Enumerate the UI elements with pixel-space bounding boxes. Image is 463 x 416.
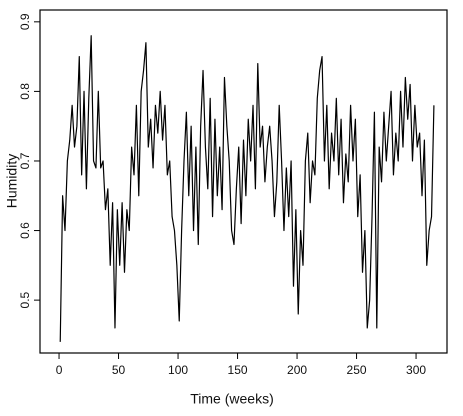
x-tick-label: 300	[406, 363, 426, 377]
y-tick-label: 0.8	[18, 83, 32, 100]
y-tick-label: 0.5	[18, 291, 32, 308]
y-axis-title: Humidity	[4, 154, 20, 208]
line-series	[59, 35, 435, 342]
y-tick-label: 0.7	[18, 152, 32, 169]
x-tick-label: 50	[112, 363, 126, 377]
x-tick-label: 250	[347, 363, 367, 377]
y-tick-label: 0.9	[18, 13, 32, 30]
y-tick-label: 0.6	[18, 222, 32, 239]
x-tick-label: 100	[168, 363, 188, 377]
x-tick-label: 200	[287, 363, 307, 377]
x-tick-label: 0	[56, 363, 63, 377]
x-tick-label: 150	[228, 363, 248, 377]
plot-frame	[39, 9, 448, 354]
x-axis-title: Time (weeks)	[190, 391, 274, 407]
